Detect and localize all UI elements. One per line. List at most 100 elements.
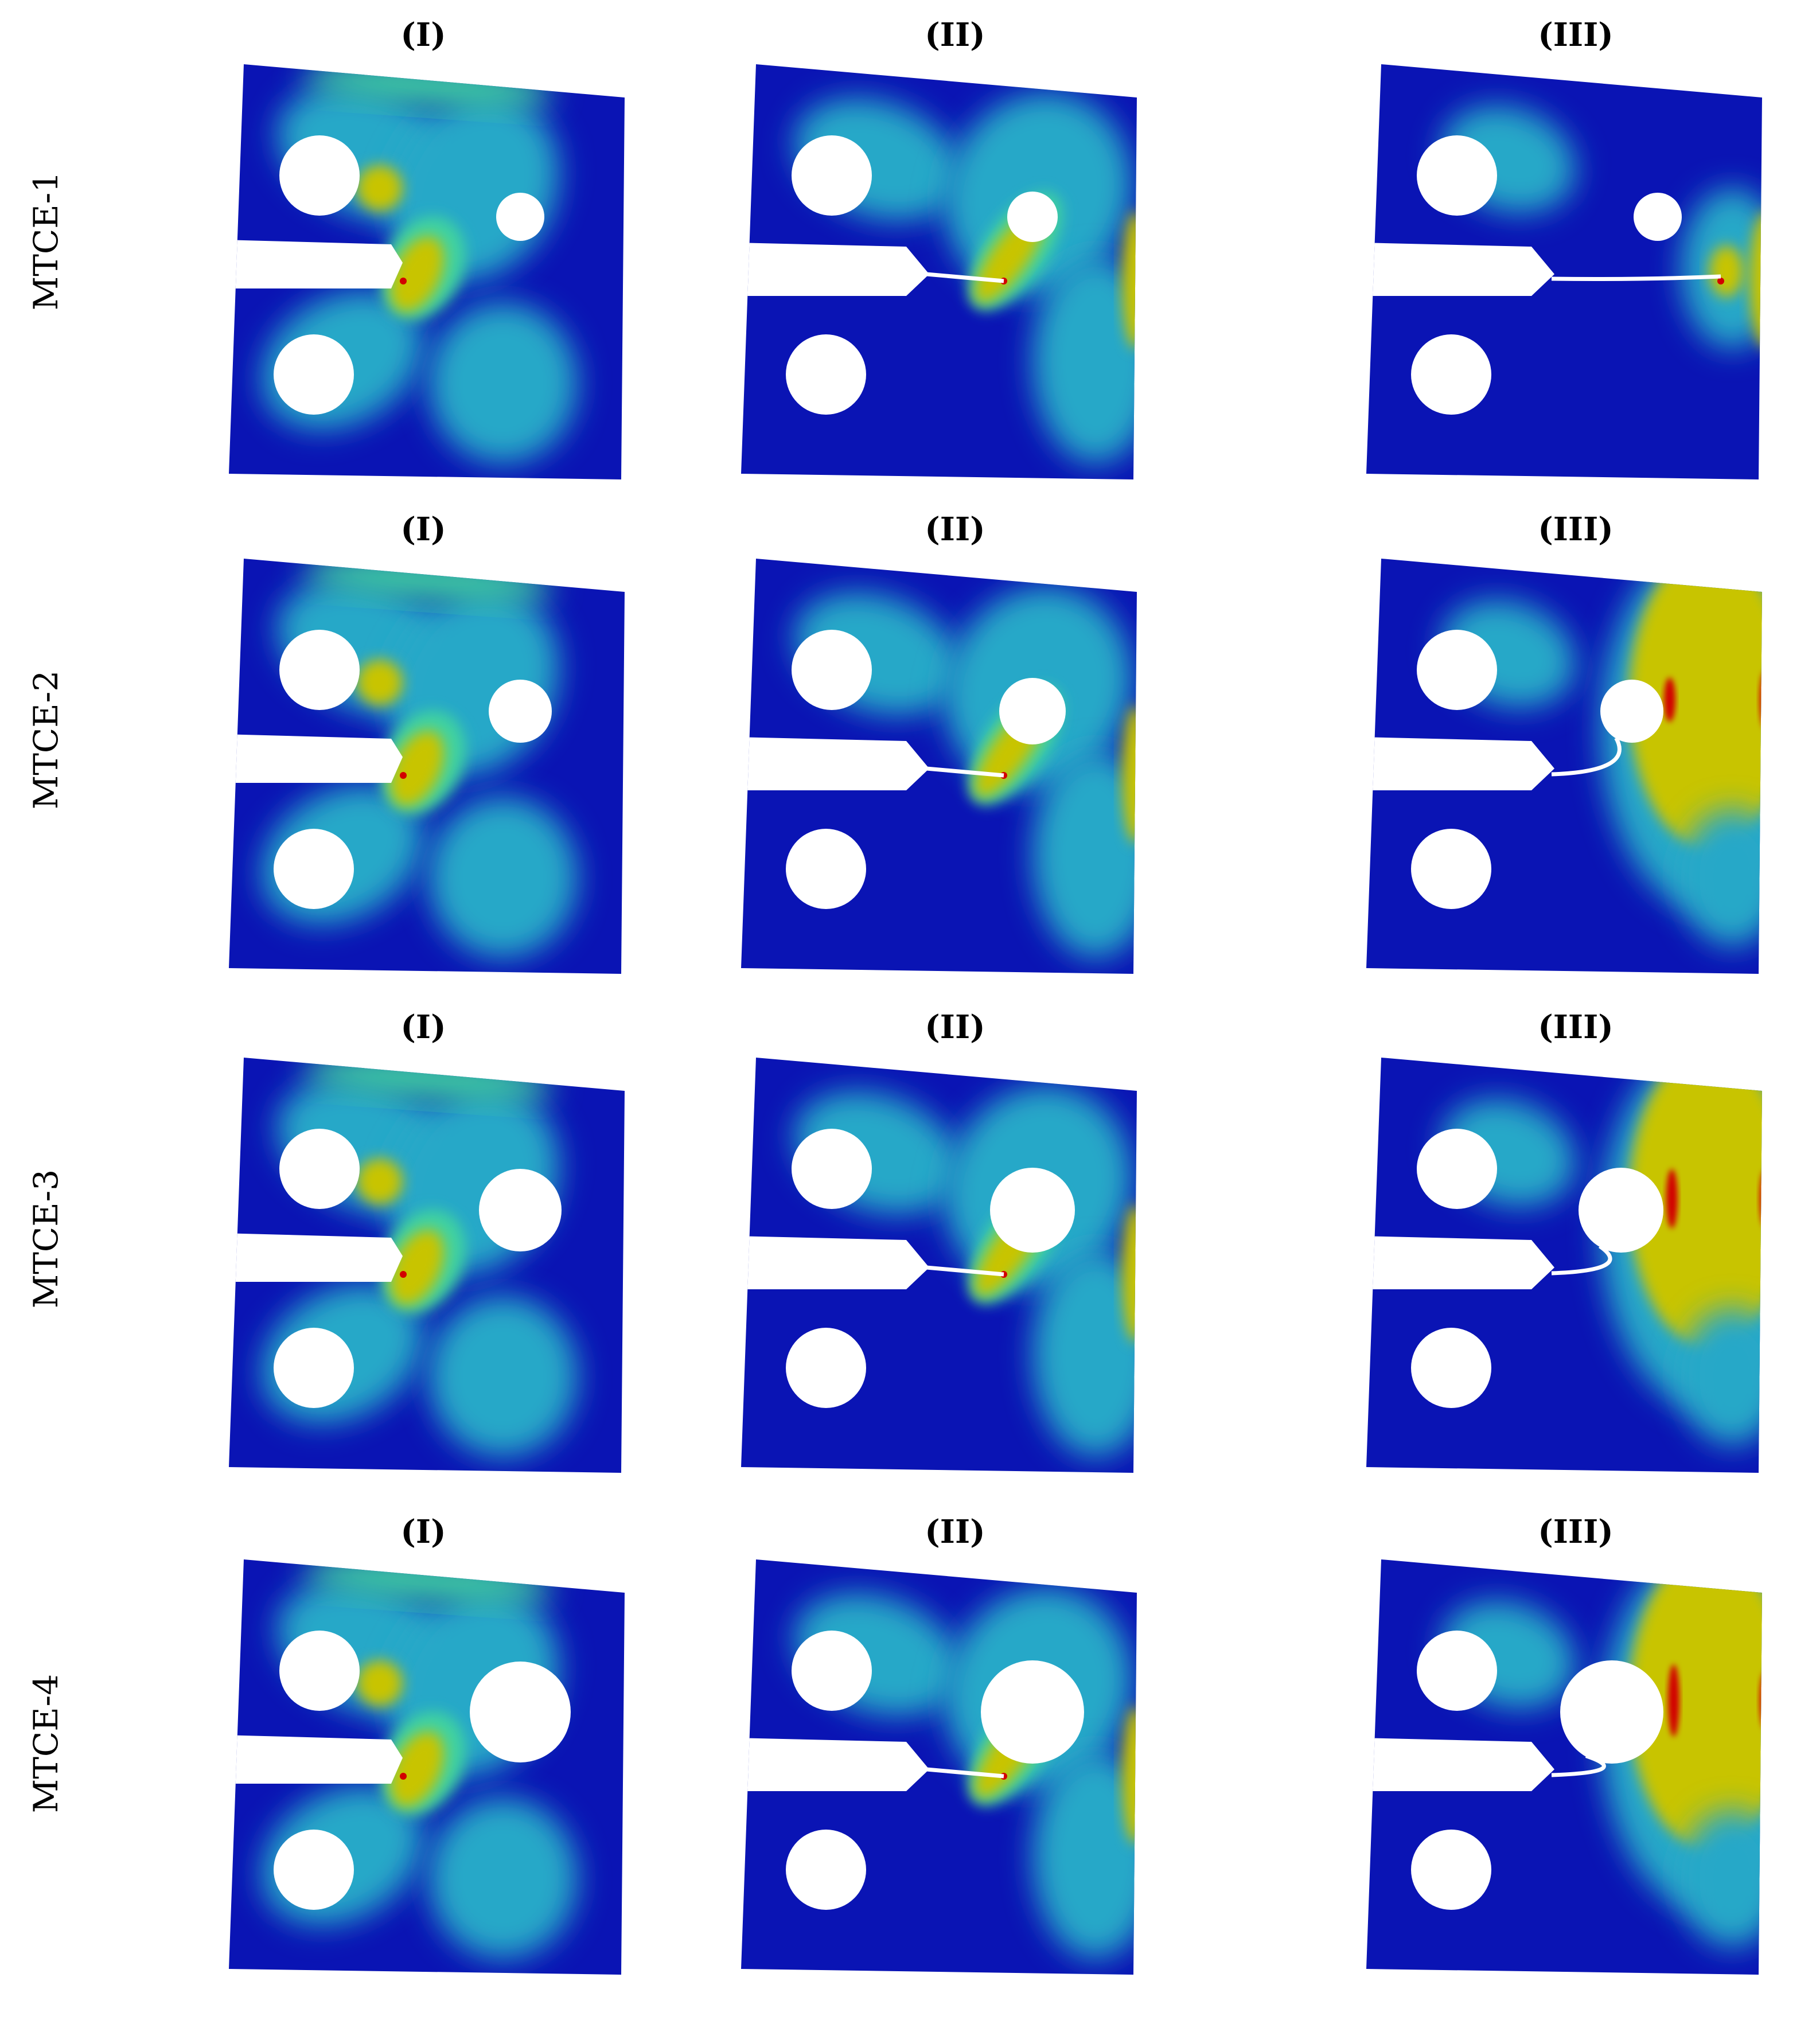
crack-path	[1551, 274, 1721, 281]
hole	[792, 1129, 872, 1209]
notch	[741, 1236, 929, 1289]
field-band	[428, 1798, 578, 1959]
hole	[786, 1830, 866, 1910]
notch	[1366, 243, 1554, 296]
simulation-panel	[1366, 559, 1762, 974]
hole	[792, 630, 872, 710]
simulation-panel	[229, 64, 625, 479]
stage-label: (III)	[1538, 16, 1614, 54]
hole	[1411, 1328, 1491, 1408]
edge-peak	[1760, 1672, 1762, 1729]
stage-label: (I)	[400, 1513, 446, 1551]
stage-label: (III)	[1538, 510, 1614, 548]
hole	[1579, 1168, 1663, 1253]
hole	[279, 630, 360, 710]
field-band	[428, 303, 578, 463]
notch	[229, 1735, 403, 1784]
crack-tip	[400, 1271, 407, 1278]
stage-label: (II)	[925, 1513, 985, 1551]
simulation-panel	[1366, 1559, 1762, 1975]
stage-label: (II)	[925, 16, 985, 54]
field-band	[390, 1230, 444, 1305]
stress-field	[741, 64, 1137, 479]
hole	[1411, 829, 1491, 909]
field-band	[1629, 559, 1762, 849]
hole	[786, 1328, 866, 1408]
field-band	[428, 1296, 578, 1457]
hole	[1417, 630, 1497, 710]
hole-edge-peak	[1664, 677, 1675, 722]
stress-field	[1366, 64, 1762, 479]
hole	[1007, 192, 1058, 242]
notch	[229, 1233, 403, 1282]
stage-label: (III)	[1538, 1008, 1614, 1046]
simulation-panel	[229, 559, 625, 974]
stress-field	[1366, 1058, 1762, 1473]
hole	[279, 1129, 360, 1209]
field-band	[390, 236, 444, 312]
stress-field	[229, 1559, 625, 1975]
hole	[274, 1328, 354, 1408]
field-band	[357, 660, 403, 705]
hole	[1411, 334, 1491, 415]
crack-path	[926, 766, 1004, 778]
hole	[1634, 193, 1682, 241]
crack-path	[926, 272, 1004, 283]
hole	[999, 678, 1066, 744]
field-band	[1122, 211, 1137, 349]
notch	[1366, 1236, 1554, 1289]
simulation-panel	[229, 1559, 625, 1975]
field-band	[357, 1159, 403, 1204]
crack-path	[926, 1265, 1004, 1277]
notch	[229, 240, 403, 288]
field-band	[1681, 809, 1762, 946]
crack-tip	[1717, 278, 1724, 284]
hole	[792, 1631, 872, 1711]
crack-tip	[400, 278, 407, 284]
stage-label: (II)	[925, 510, 985, 548]
hole-edge-peak	[1668, 1664, 1679, 1737]
field-band	[1122, 1706, 1137, 1844]
crack-path	[1551, 1754, 1606, 1777]
hole	[1600, 680, 1663, 743]
stress-field	[229, 1058, 625, 1473]
simulation-panel	[229, 1058, 625, 1473]
simulation-panel	[1366, 1058, 1762, 1473]
hole	[786, 829, 866, 909]
field-band	[1032, 751, 1137, 958]
hole	[1417, 1631, 1497, 1711]
row-label: MTCE-2	[26, 670, 65, 809]
hole	[279, 1631, 360, 1711]
notch	[741, 243, 929, 296]
simulation-panel	[741, 64, 1137, 479]
stage-labels: (I) (II) (III) (I) (II) (III) (I) (II) (…	[400, 16, 1613, 1551]
hole	[1417, 135, 1497, 216]
field-band	[1709, 245, 1744, 297]
panel-grid	[229, 64, 1762, 1975]
crack-tip	[400, 1773, 407, 1780]
field-band	[357, 1660, 403, 1706]
field-band	[1681, 1308, 1762, 1445]
hole-edge-peak	[1666, 1169, 1678, 1228]
field-band	[428, 797, 578, 958]
crack-path	[1551, 1245, 1612, 1276]
stress-field	[229, 559, 625, 974]
hole	[274, 334, 354, 415]
crack-path	[1551, 737, 1622, 777]
row-label: MTCE-4	[26, 1674, 65, 1813]
stage-label: (I)	[400, 16, 446, 54]
hole	[981, 1660, 1084, 1764]
hole	[792, 135, 872, 216]
notch	[1366, 737, 1554, 790]
row-label: MTCE-1	[26, 171, 65, 310]
hole	[470, 1662, 571, 1762]
field-band	[1122, 705, 1137, 843]
field-band	[390, 731, 444, 806]
hole	[274, 829, 354, 909]
field-band	[1032, 1250, 1137, 1457]
field-band	[1749, 211, 1762, 349]
stage-label: (I)	[400, 510, 446, 548]
hole	[496, 193, 544, 241]
field-band	[357, 165, 403, 211]
